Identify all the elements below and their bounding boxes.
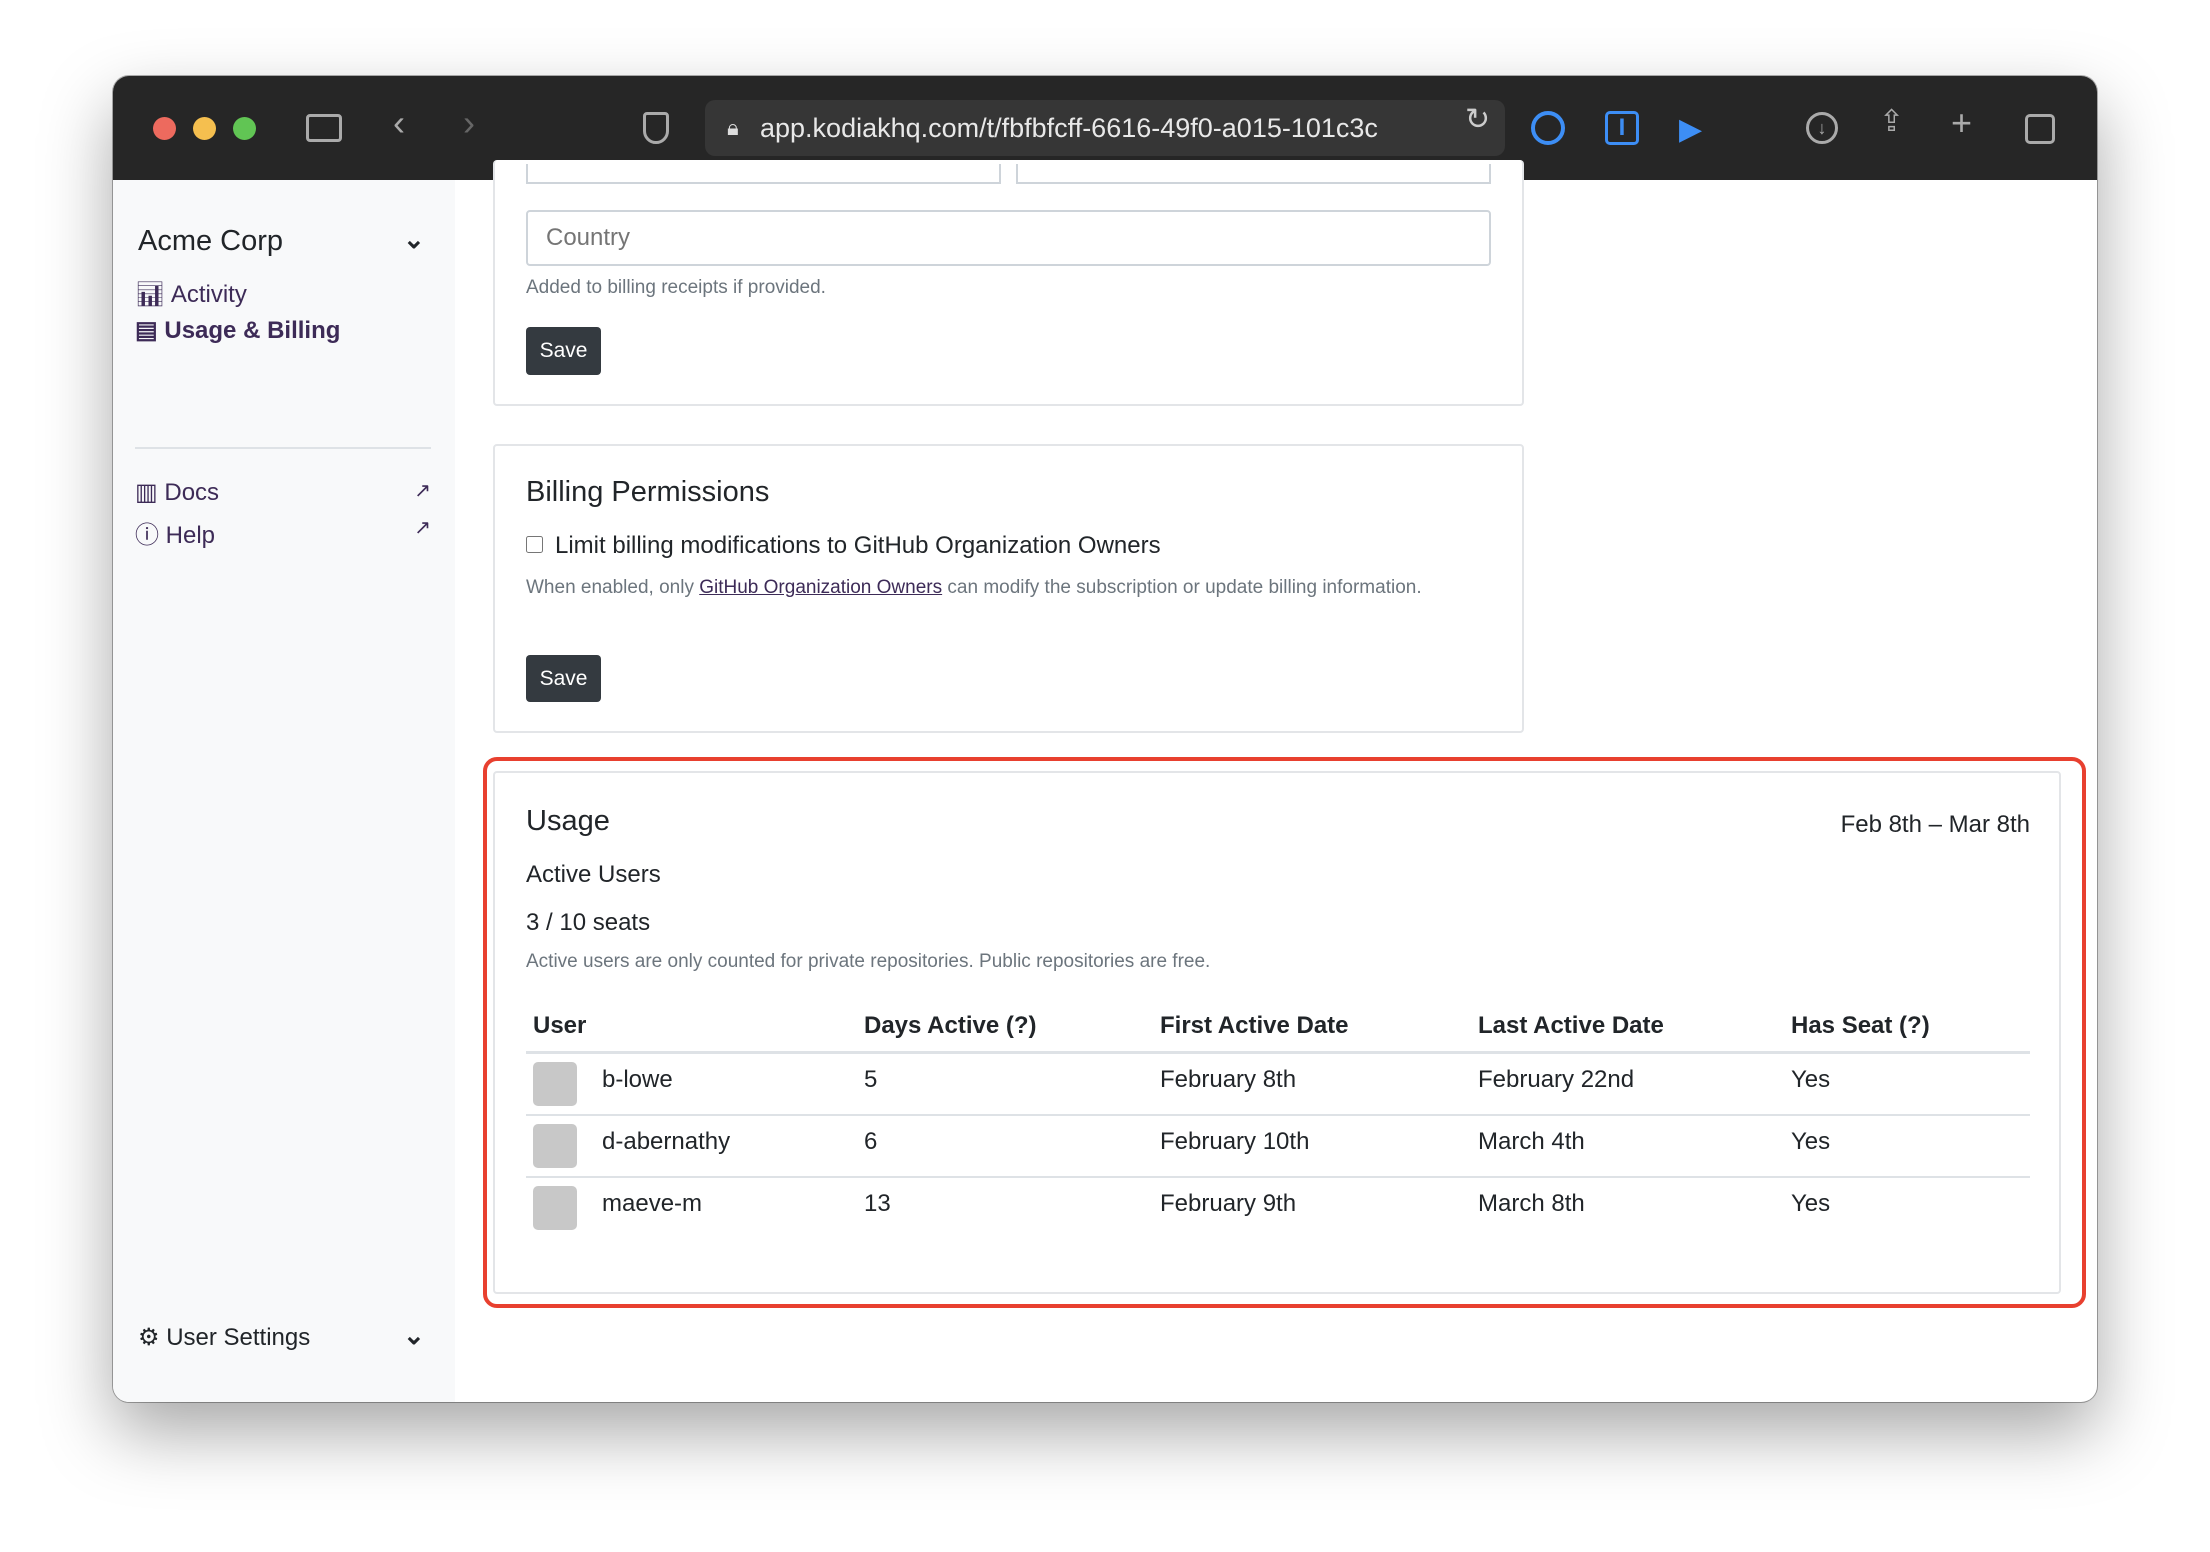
sidebar-item-label: Usage & Billing — [164, 317, 341, 344]
column-header-last-active: Last Active Date — [1478, 1012, 1664, 1039]
last-active-date: March 8th — [1478, 1190, 1585, 1217]
column-header-user: User — [533, 1012, 587, 1039]
close-window-button[interactable] — [153, 117, 176, 140]
usage-title: Usage — [526, 805, 610, 837]
highlight-box — [483, 757, 2086, 1308]
sidebar-item-usage-billing[interactable]: ▤ Usage & Billing — [135, 316, 340, 345]
address-card — [493, 160, 1524, 406]
billing-permissions-desc: When enabled, only GitHub Organization O… — [526, 573, 1426, 603]
sidebar: Acme Corp ⌄ 📊︎ Activity ▤ Usage & Billin… — [113, 180, 455, 1402]
reload-icon[interactable]: ↻ — [1465, 103, 1491, 136]
forward-icon[interactable]: › — [463, 102, 475, 143]
sidebar-divider — [135, 447, 431, 449]
sidebar-toggle-icon[interactable] — [306, 114, 342, 142]
new-tab-icon[interactable]: + — [1951, 102, 1973, 143]
billing-permissions-card — [493, 444, 1524, 733]
org-name[interactable]: Acme Corp — [138, 225, 284, 257]
table-header-divider — [526, 1051, 2030, 1054]
credit-card-icon: ▤ — [135, 317, 158, 344]
share-icon[interactable]: ⇪ — [1879, 105, 1905, 138]
url-text: app.kodiakhq.com/t/fbfbfcff-6616-49f0-a0… — [760, 113, 1378, 143]
row-divider — [526, 1176, 2030, 1178]
user-settings-menu[interactable]: ⚙ User Settings — [138, 1323, 310, 1352]
minimize-window-button[interactable] — [193, 117, 216, 140]
question-circle-icon: ⓘ — [135, 522, 159, 549]
column-header-has-seat[interactable]: Has Seat (?) — [1791, 1012, 1930, 1039]
github-org-owners-link[interactable]: GitHub Organization Owners — [699, 577, 943, 598]
sidebar-link-label: Docs — [164, 479, 220, 506]
user-name: maeve-m — [602, 1190, 703, 1217]
shield-icon[interactable] — [643, 112, 669, 144]
address-bar[interactable]: 🔒︎ app.kodiakhq.com/t/fbfbfcff-6616-49f0-… — [705, 100, 1505, 156]
last-active-date: March 4th — [1478, 1128, 1585, 1155]
days-active: 13 — [864, 1190, 891, 1217]
billing-permissions-title: Billing Permissions — [526, 476, 770, 508]
days-active: 5 — [864, 1066, 878, 1093]
back-icon[interactable]: ‹ — [393, 102, 405, 143]
download-icon[interactable]: ↓ — [1806, 112, 1838, 144]
external-link-icon: ↗ — [414, 517, 431, 539]
zoom-window-button[interactable] — [233, 117, 256, 140]
column-header-first-active: First Active Date — [1160, 1012, 1349, 1039]
sidebar-link-docs[interactable]: ▥ Docs ↗ — [135, 478, 431, 507]
chevron-down-icon[interactable]: ⌄ — [403, 1320, 425, 1350]
state-input[interactable] — [526, 164, 1001, 184]
first-active-date: February 10th — [1160, 1128, 1310, 1155]
postal-input[interactable] — [1016, 164, 1491, 184]
first-active-date: February 8th — [1160, 1066, 1297, 1093]
sidebar-link-help[interactable]: ⓘ Help ↗ — [135, 515, 431, 550]
usage-note: Active users are only counted for privat… — [526, 951, 1211, 972]
play-extension-icon[interactable]: ▶ — [1679, 113, 1703, 146]
sidebar-link-label: Help — [165, 522, 216, 549]
text-cursor-extension-icon[interactable]: I — [1605, 111, 1639, 145]
country-input[interactable] — [526, 210, 1491, 266]
sidebar-item-activity[interactable]: 📊︎ Activity — [135, 280, 247, 309]
has-seat: Yes — [1791, 1190, 1831, 1217]
save-address-button[interactable]: Save — [526, 327, 601, 375]
country-hint: Added to billing receipts if provided. — [526, 277, 826, 298]
has-seat: Yes — [1791, 1128, 1831, 1155]
column-header-days-active[interactable]: Days Active (?) — [864, 1012, 1037, 1039]
limit-billing-checkbox[interactable] — [526, 536, 543, 553]
first-active-date: February 9th — [1160, 1190, 1297, 1217]
days-active: 6 — [864, 1128, 878, 1155]
chevron-down-icon[interactable]: ⌄ — [403, 224, 425, 254]
lock-icon: 🔒︎ — [727, 115, 739, 140]
usage-date-range: Feb 8th – Mar 8th — [1840, 811, 2030, 838]
limit-billing-label[interactable]: Limit billing modifications to GitHub Or… — [555, 532, 1161, 559]
password-manager-icon[interactable] — [1531, 111, 1565, 145]
active-users-label: Active Users — [526, 861, 661, 888]
github-avatar-icon — [533, 1186, 577, 1230]
browser-toolbar: ‹ › 🔒︎ app.kodiakhq.com/t/fbfbfcff-6616-4… — [113, 76, 2097, 180]
user-name: d-abernathy — [602, 1128, 731, 1155]
user-settings-label: User Settings — [166, 1324, 311, 1351]
row-divider — [526, 1114, 2030, 1116]
sidebar-item-label: Activity — [170, 281, 247, 308]
external-link-icon: ↗ — [414, 480, 431, 502]
gear-icon: ⚙ — [138, 1324, 160, 1351]
github-avatar-icon — [533, 1124, 577, 1168]
has-seat: Yes — [1791, 1066, 1831, 1093]
desc-text: When enabled, only — [526, 577, 700, 598]
user-name: b-lowe — [602, 1066, 673, 1093]
desc-text: can modify the subscription or update bi… — [942, 577, 1422, 598]
github-avatar-icon — [533, 1062, 577, 1106]
last-active-date: February 22nd — [1478, 1066, 1635, 1093]
usage-card — [493, 771, 2061, 1294]
bar-chart-icon: 📊︎ — [135, 281, 166, 308]
book-icon: ▥ — [135, 479, 158, 506]
save-permissions-button[interactable]: Save — [526, 655, 601, 702]
tabs-overview-icon[interactable] — [2025, 114, 2055, 144]
seats-count: 3 / 10 seats — [526, 909, 651, 936]
